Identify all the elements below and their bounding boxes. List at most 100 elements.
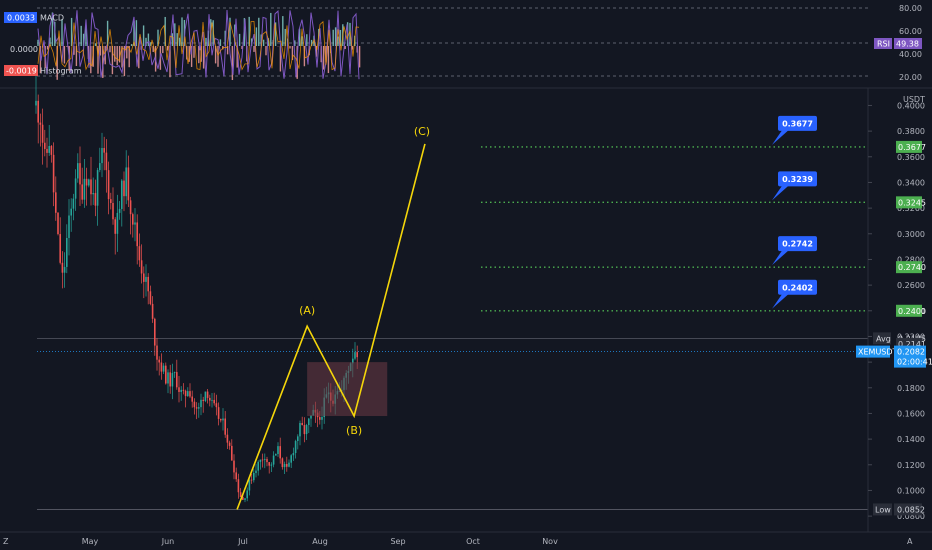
candle-body bbox=[46, 148, 48, 153]
candle-body bbox=[217, 407, 220, 419]
candle-body bbox=[187, 391, 189, 397]
candle-body bbox=[39, 122, 42, 125]
candle-body bbox=[195, 407, 198, 409]
price-axis[interactable]: 0.0800 0.1000 0.1200 0.1400 0.1600 0.1800 0.20… bbox=[856, 88, 932, 532]
candle-body bbox=[85, 178, 88, 186]
candle-body bbox=[228, 442, 231, 446]
callout-box bbox=[778, 279, 817, 295]
candle-body bbox=[266, 459, 268, 463]
callout-value: 0.3239 bbox=[782, 175, 813, 184]
callout-value: 0.2742 bbox=[782, 240, 813, 249]
rsi-line bbox=[37, 9, 360, 80]
candle-body bbox=[319, 417, 321, 420]
candle-body bbox=[35, 100, 37, 106]
rsi-value-bg bbox=[894, 38, 922, 49]
time-axis[interactable]: May Jun Jul Aug Sep Oct Nov Z A bbox=[0, 531, 932, 546]
candle-body bbox=[235, 472, 237, 480]
candle-body bbox=[220, 418, 222, 421]
candle-body bbox=[92, 193, 94, 195]
candle-body bbox=[198, 407, 200, 409]
hist-tag-bg bbox=[4, 65, 38, 76]
candle-body bbox=[55, 192, 57, 213]
y-tick-label: 0.1000 bbox=[897, 486, 925, 495]
marker-tag-value: 0.2141 bbox=[898, 340, 926, 349]
callout-pointer bbox=[772, 292, 790, 309]
main-pane: (A) (B) (C) 0.2402 0.2742 0.3239 0.3677 bbox=[35, 75, 868, 510]
candle-body bbox=[77, 163, 79, 179]
y-tick-label: 0.3200 bbox=[897, 204, 925, 213]
candle-body bbox=[138, 246, 141, 261]
target-axis-tag-bg bbox=[896, 140, 922, 153]
wave-label: (C) bbox=[414, 125, 430, 138]
candle-body bbox=[48, 146, 50, 153]
target-axis-tag: 0.2400 bbox=[898, 307, 926, 316]
candle-body bbox=[99, 163, 101, 171]
macd-value: 0.0033 bbox=[7, 14, 35, 23]
candle-body bbox=[50, 146, 53, 155]
x-tick-label: Jul bbox=[237, 537, 248, 546]
candle-body bbox=[143, 273, 145, 282]
candle-body bbox=[132, 214, 134, 225]
histogram-value-tag: -0.0019 Histogram bbox=[4, 65, 82, 76]
x-tick-label: Sep bbox=[390, 537, 405, 546]
low-tag-label: Low bbox=[875, 505, 891, 514]
candle-body bbox=[121, 180, 123, 209]
rsi-label-bg bbox=[874, 38, 892, 49]
last-price-tag-bg bbox=[894, 345, 926, 368]
rsi-value-tag: RSI 49.38 bbox=[874, 38, 922, 49]
target-axis-tag: 0.2740 bbox=[898, 263, 926, 272]
target-axis-tag-bg bbox=[896, 261, 922, 274]
candle-body bbox=[244, 498, 246, 500]
axis-tags: 0.24000.27400.32450.3677Avg0.21850.2141X… bbox=[856, 140, 932, 516]
x-tick-label: Nov bbox=[542, 537, 558, 546]
y-tick-label: 0.1200 bbox=[897, 461, 925, 470]
candle-body bbox=[352, 358, 354, 364]
candle-body bbox=[158, 359, 160, 363]
candle-body bbox=[231, 445, 233, 461]
reference-lines bbox=[37, 338, 868, 510]
candle-body bbox=[182, 389, 185, 391]
indicator-panel: 0.0033 MACD 0.0000 -0.0019 Histogram 80.… bbox=[0, 4, 932, 89]
candle-body bbox=[213, 399, 215, 404]
symbol-tag: XEMUSDT bbox=[858, 348, 898, 357]
candle-body bbox=[321, 416, 323, 420]
y-tick-label: 0.1800 bbox=[897, 384, 925, 393]
candle-body bbox=[184, 390, 187, 397]
candle-body bbox=[94, 193, 97, 206]
candle-body bbox=[41, 124, 44, 143]
rsi-tick-80: 80.00 bbox=[899, 4, 922, 13]
y-tick-label: 0.2800 bbox=[897, 255, 925, 264]
candle-body bbox=[272, 455, 275, 465]
timezone-icon[interactable]: Z bbox=[3, 537, 9, 546]
auto-scale-icon[interactable]: A bbox=[907, 537, 913, 546]
candle-body bbox=[107, 170, 110, 200]
target-callout: 0.3239 bbox=[772, 171, 817, 201]
candles bbox=[35, 75, 358, 503]
correction-box-layer bbox=[307, 362, 388, 417]
candle-body bbox=[248, 479, 251, 491]
y-tick-label: 0.1400 bbox=[897, 435, 925, 444]
candle-body bbox=[176, 372, 178, 388]
candle-body bbox=[114, 219, 116, 234]
candle-body bbox=[167, 372, 169, 384]
candle-body bbox=[123, 180, 125, 197]
candle-body bbox=[193, 401, 196, 408]
candle-body bbox=[277, 446, 279, 454]
candle-body bbox=[250, 479, 253, 481]
candle-body bbox=[149, 291, 152, 304]
candle-body bbox=[134, 222, 136, 225]
hist-label: Histogram bbox=[40, 67, 82, 76]
candle-body bbox=[103, 148, 105, 153]
rsi-tick-40: 40.00 bbox=[899, 50, 922, 59]
candle-body bbox=[290, 455, 292, 463]
candle-body bbox=[239, 492, 242, 498]
candle-body bbox=[288, 462, 290, 467]
macd-label: MACD bbox=[40, 14, 64, 23]
y-tick-label: 0.0800 bbox=[897, 512, 925, 521]
candle-body bbox=[72, 198, 75, 209]
candle-body bbox=[61, 262, 64, 273]
candle-body bbox=[246, 490, 248, 499]
target-axis-tag: 0.3245 bbox=[898, 198, 926, 207]
